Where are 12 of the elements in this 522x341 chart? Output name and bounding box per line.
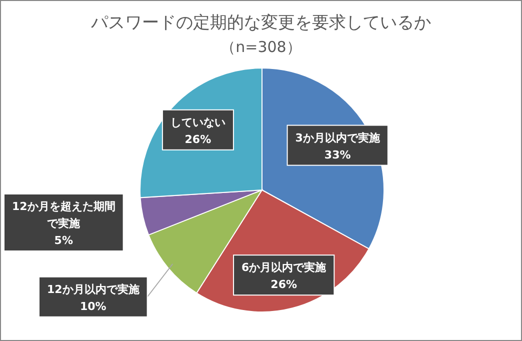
slice-label: 6か月以内で実施 xyxy=(242,261,328,274)
slice-label: 12か月を超えた期間で実施 xyxy=(12,200,116,230)
slice-label: していない xyxy=(170,116,226,129)
data-label: 33% xyxy=(324,148,351,162)
slice-label: 3か月以内で実施 xyxy=(295,131,381,144)
chart-subtitle: （n=308） xyxy=(220,38,302,56)
data-label: 10% xyxy=(80,300,106,313)
slice-label: 12か月以内で実施 xyxy=(47,282,140,296)
data-label: 26% xyxy=(184,132,212,146)
data-label: 5% xyxy=(54,234,73,247)
chart-title: パスワードの定期的な変更を要求しているか xyxy=(90,13,431,33)
data-label: 26% xyxy=(270,278,298,292)
